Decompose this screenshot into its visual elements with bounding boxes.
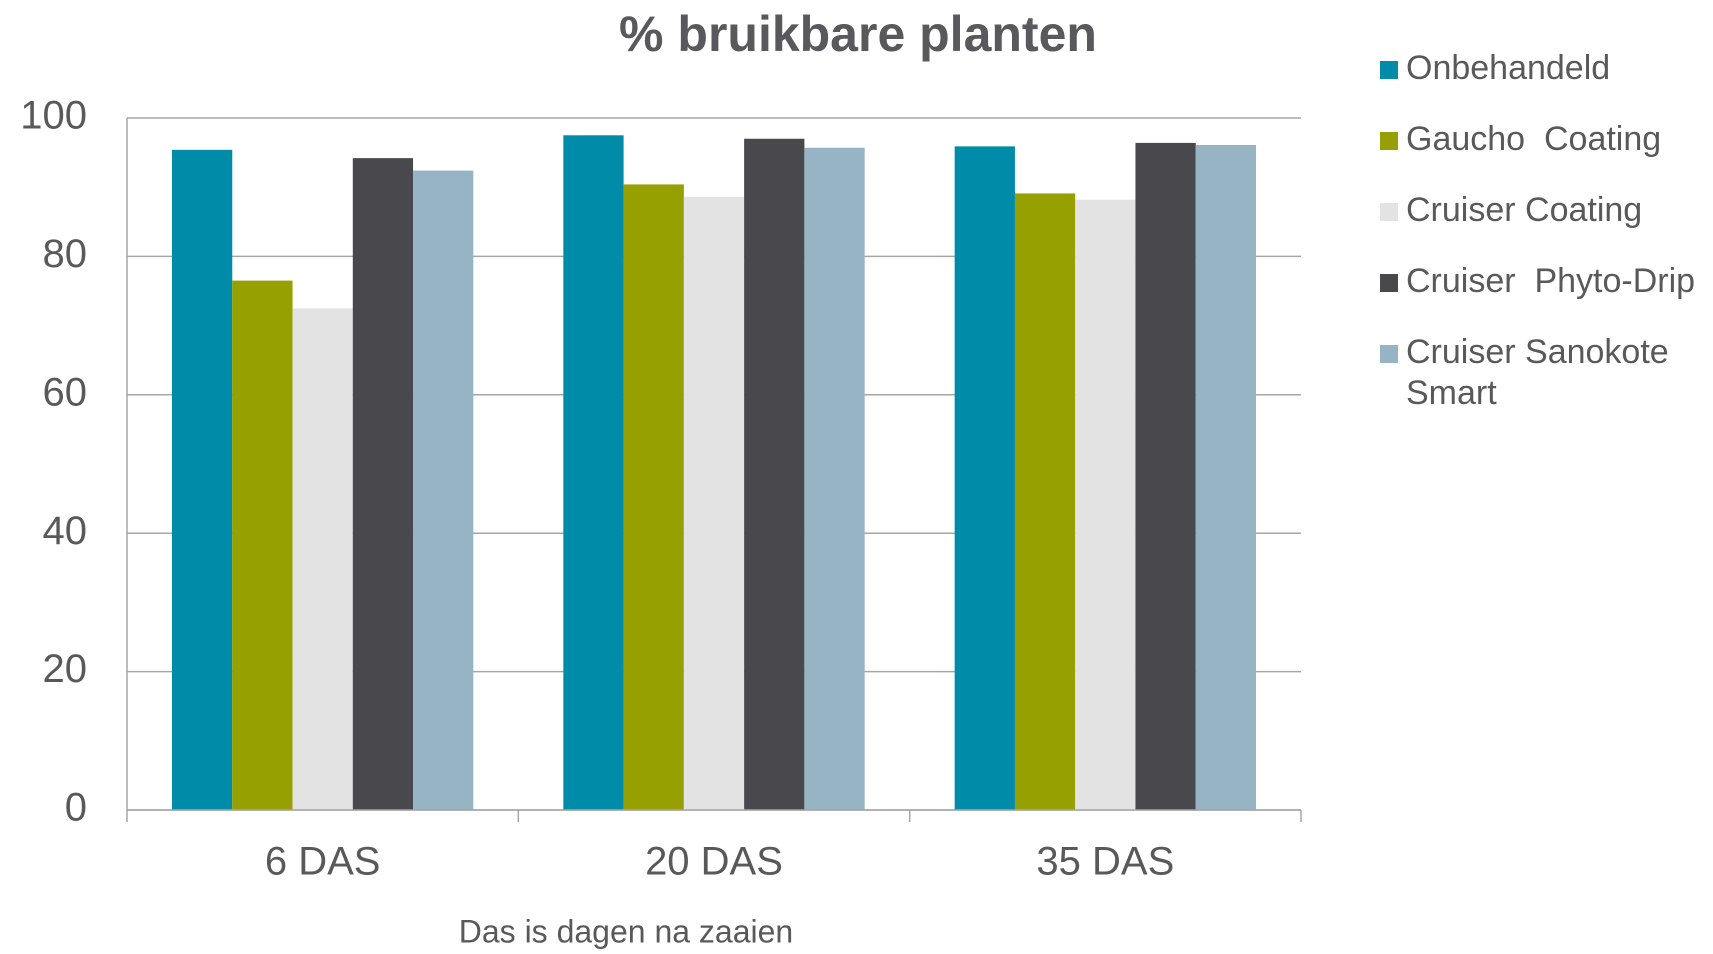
bar: [954, 146, 1015, 810]
legend-item: Cruiser Coating: [1380, 190, 1706, 231]
y-tick-label: 20: [43, 647, 88, 691]
x-tick-label: 6 DAS: [265, 840, 381, 884]
x-axis-label: Das is dagen na zaaien: [459, 913, 793, 949]
bar: [623, 184, 684, 810]
bar: [1195, 144, 1256, 810]
bar: [1135, 142, 1196, 811]
y-tick-label: 80: [43, 232, 88, 276]
legend-swatch: [1380, 203, 1398, 221]
legend-label: Cruiser Coating: [1406, 191, 1643, 229]
bar: [744, 138, 805, 810]
legend-swatch: [1380, 61, 1398, 79]
legend-item: Onbehandeld: [1380, 48, 1706, 89]
bar: [352, 158, 414, 811]
legend-label: Gaucho Coating: [1406, 120, 1662, 158]
legend-swatch: [1380, 132, 1398, 150]
bar: [292, 308, 353, 810]
bar: [1014, 193, 1076, 811]
x-tick-label: 20 DAS: [645, 840, 783, 884]
legend-item: Cruiser Phyto-Drip: [1380, 261, 1706, 302]
legend-label: Cruiser Phyto-Drip: [1406, 262, 1696, 300]
y-tick-label: 60: [43, 370, 88, 414]
bar: [232, 280, 293, 810]
chart-title: % bruikbare planten: [619, 6, 1097, 62]
legend: Onbehandeld Gaucho Coating Cruiser Coating…: [1380, 48, 1710, 444]
legend-label: Onbehandeld: [1406, 49, 1611, 87]
y-tick-label: 40: [43, 509, 88, 553]
bar: [1075, 199, 1136, 810]
bar: [172, 149, 233, 810]
y-tick-label: 0: [65, 786, 87, 830]
legend-swatch: [1380, 345, 1398, 363]
legend-label: Cruiser Sanokote Smart: [1406, 333, 1679, 412]
bar: [683, 196, 745, 810]
legend-item: Cruiser Sanokote Smart: [1380, 332, 1706, 414]
legend-swatch: [1380, 274, 1398, 292]
bar: [804, 147, 865, 811]
bar: [413, 170, 474, 811]
x-tick-label: 35 DAS: [1036, 840, 1174, 884]
legend-item: Gaucho Coating: [1380, 119, 1706, 160]
y-tick-label: 100: [20, 94, 87, 138]
bar: [563, 135, 624, 811]
